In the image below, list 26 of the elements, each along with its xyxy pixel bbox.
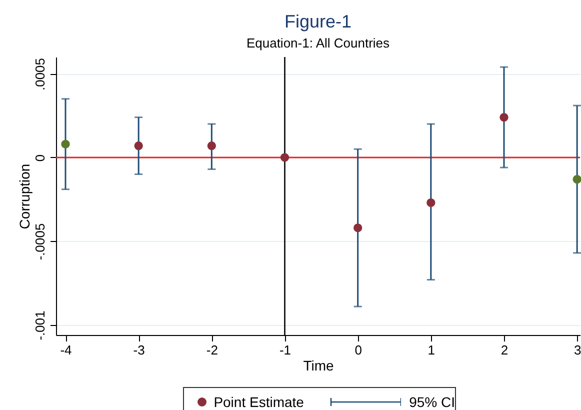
x-tick-label: 2 [500, 342, 508, 358]
y-axis-title: Corruption [16, 164, 32, 230]
chart-title: Figure-1 [284, 11, 352, 32]
legend-label: Point Estimate [214, 394, 304, 410]
chart-subtitle: Equation-1: All Countries [246, 35, 390, 50]
point [354, 224, 362, 232]
point [61, 140, 70, 148]
point [500, 112, 508, 122]
point [280, 153, 290, 162]
x-tick-label: -4 [60, 342, 72, 358]
y-tick-label: .0005 [32, 58, 48, 91]
y-tick-label: 0 [32, 154, 48, 162]
y-tick-label: -.001 [32, 310, 48, 340]
x-tick-label: 3 [574, 342, 581, 358]
point [207, 141, 216, 150]
point [426, 198, 436, 208]
text: 95% CI [409, 394, 455, 410]
x-tick-label: 0 [354, 342, 362, 358]
x-tick-label: -1 [279, 342, 292, 358]
x-tick-label: -2 [206, 342, 218, 358]
x-tick-label: -3 [133, 342, 145, 358]
x-axis-title: Time [303, 358, 334, 374]
point [572, 174, 581, 184]
y-tick-label: -.0005 [32, 223, 48, 260]
x-tick-label: 1 [428, 342, 436, 358]
point [134, 141, 143, 150]
